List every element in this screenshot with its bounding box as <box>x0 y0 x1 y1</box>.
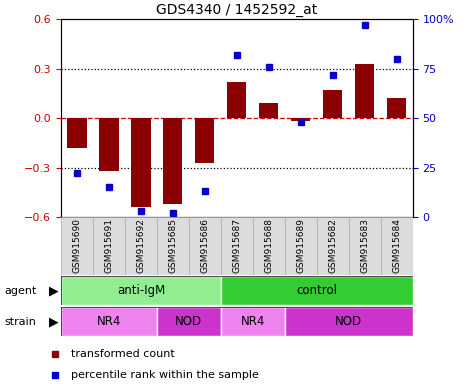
Title: GDS4340 / 1452592_at: GDS4340 / 1452592_at <box>156 3 318 17</box>
Bar <box>253 217 285 275</box>
Bar <box>221 217 253 275</box>
Bar <box>68 118 87 148</box>
Text: ▶: ▶ <box>49 315 59 328</box>
Text: NR4: NR4 <box>241 315 265 328</box>
Text: agent: agent <box>5 286 37 296</box>
Text: control: control <box>296 285 337 297</box>
Text: GSM915685: GSM915685 <box>168 218 177 273</box>
Bar <box>189 217 221 275</box>
Text: GSM915688: GSM915688 <box>265 218 273 273</box>
Bar <box>163 118 182 204</box>
Bar <box>355 64 374 118</box>
Bar <box>157 307 221 336</box>
Text: transformed count: transformed count <box>71 349 174 359</box>
Bar <box>125 217 157 275</box>
Bar <box>93 217 125 275</box>
Text: GSM915690: GSM915690 <box>72 218 82 273</box>
Bar <box>285 307 413 336</box>
Bar <box>291 118 310 121</box>
Bar <box>221 307 285 336</box>
Text: GSM915686: GSM915686 <box>200 218 209 273</box>
Text: GSM915687: GSM915687 <box>232 218 242 273</box>
Text: GSM915691: GSM915691 <box>105 218 113 273</box>
Bar <box>381 217 413 275</box>
Text: anti-IgM: anti-IgM <box>117 285 165 297</box>
Text: GSM915683: GSM915683 <box>360 218 369 273</box>
Text: strain: strain <box>5 316 37 327</box>
Bar <box>195 118 214 162</box>
Text: GSM915682: GSM915682 <box>328 218 337 273</box>
Bar <box>221 276 413 305</box>
Text: NR4: NR4 <box>97 315 121 328</box>
Text: NOD: NOD <box>335 315 363 328</box>
Bar <box>227 82 246 118</box>
Text: percentile rank within the sample: percentile rank within the sample <box>71 370 259 380</box>
Bar <box>387 98 406 118</box>
Text: GSM915684: GSM915684 <box>392 218 401 273</box>
Bar <box>131 118 151 207</box>
Text: GSM915692: GSM915692 <box>136 218 145 273</box>
Bar <box>157 217 189 275</box>
Bar <box>259 103 279 118</box>
Bar <box>285 217 317 275</box>
Bar <box>317 217 349 275</box>
Bar <box>349 217 381 275</box>
Bar <box>61 276 221 305</box>
Text: NOD: NOD <box>175 315 203 328</box>
Text: ▶: ▶ <box>49 285 59 297</box>
Bar <box>323 90 342 118</box>
Bar <box>61 217 93 275</box>
Text: GSM915689: GSM915689 <box>296 218 305 273</box>
Bar <box>99 118 119 171</box>
Bar <box>61 307 157 336</box>
